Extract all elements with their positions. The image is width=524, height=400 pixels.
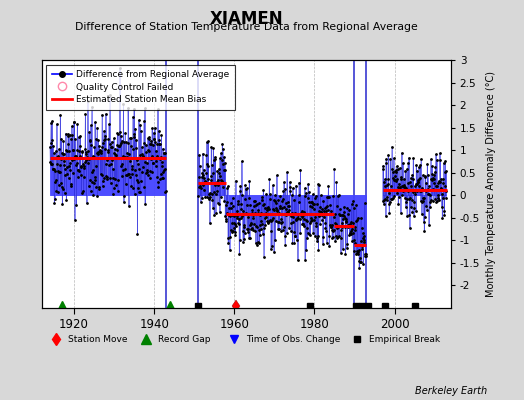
- Text: Station Move: Station Move: [69, 334, 128, 344]
- Text: Berkeley Earth: Berkeley Earth: [415, 386, 487, 396]
- Text: XIAMEN: XIAMEN: [210, 10, 283, 28]
- Text: Empirical Break: Empirical Break: [369, 334, 440, 344]
- Text: Difference of Station Temperature Data from Regional Average: Difference of Station Temperature Data f…: [75, 22, 418, 32]
- Legend: Difference from Regional Average, Quality Control Failed, Estimated Station Mean: Difference from Regional Average, Qualit…: [47, 64, 235, 110]
- Text: Record Gap: Record Gap: [158, 334, 211, 344]
- Text: Time of Obs. Change: Time of Obs. Change: [246, 334, 341, 344]
- Y-axis label: Monthly Temperature Anomaly Difference (°C): Monthly Temperature Anomaly Difference (…: [486, 71, 496, 297]
